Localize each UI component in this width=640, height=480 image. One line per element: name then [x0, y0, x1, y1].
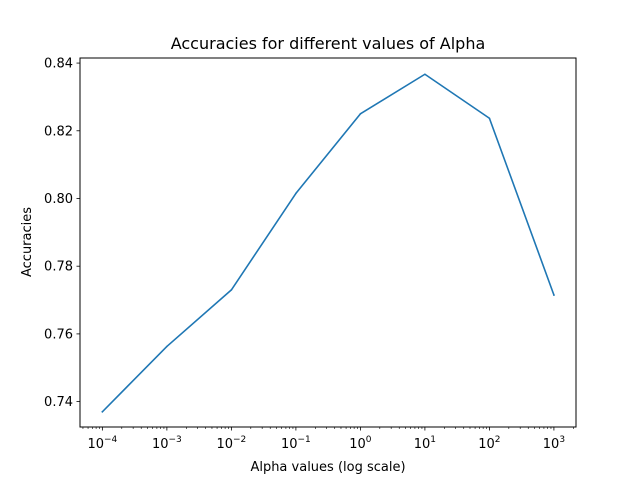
- x-tick-label: 101: [414, 435, 436, 452]
- series-line-0: [101, 73, 555, 413]
- data-point: [230, 289, 233, 291]
- y-tick-label: 0.84: [44, 57, 73, 72]
- x-axis: 10−4 10−3 10−2 10−1 100 101 102 103: [82, 427, 574, 452]
- x-tick-label: 10−2: [216, 435, 246, 452]
- data-point: [359, 113, 362, 115]
- x-tick-label: 102: [478, 435, 500, 452]
- x-tick-label: 103: [543, 435, 565, 452]
- data-point: [424, 73, 426, 76]
- y-tick-label: 0.82: [44, 124, 73, 139]
- y-axis: 0.74 0.76 0.78 0.80 0.82 0.84: [44, 57, 80, 410]
- x-axis-label: Alpha values (log scale): [250, 460, 405, 475]
- x-tick-label: 10−4: [87, 435, 117, 452]
- data-point: [553, 294, 555, 296]
- y-tick-label: 0.78: [44, 260, 73, 275]
- y-tick-label: 0.74: [44, 395, 73, 410]
- plot-frame: [79, 57, 577, 428]
- chart-title: Accuracies for different values of Alpha: [171, 34, 486, 53]
- y-tick-label: 0.76: [44, 327, 73, 342]
- x-tick-label: 10−3: [152, 435, 182, 452]
- y-axis-label: Accuracies: [20, 207, 35, 277]
- x-tick-label: 10−1: [281, 435, 311, 452]
- data-point: [101, 410, 104, 413]
- x-tick-label: 100: [349, 435, 372, 452]
- data-point: [166, 345, 168, 348]
- plot-area: [101, 73, 555, 413]
- y-tick-label: 0.80: [44, 192, 73, 207]
- data-point: [488, 117, 491, 120]
- data-point: [295, 192, 297, 195]
